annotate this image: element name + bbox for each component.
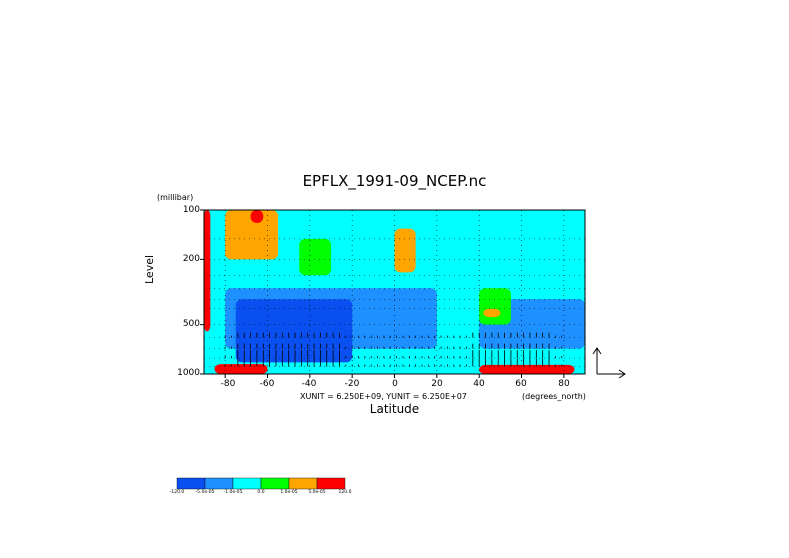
x-tick-label: -40	[301, 379, 317, 389]
y-axis-label: Level	[143, 254, 156, 284]
y-tick-label: 200	[182, 254, 200, 264]
x-units-label: (degrees_north)	[522, 392, 586, 401]
colorbar-swatch	[316, 477, 346, 490]
colorbar-swatch	[232, 477, 262, 490]
colorbar-tick-label: 5.0e-05	[308, 490, 326, 495]
colorbar-tick-label: 1.0e-05	[280, 490, 298, 495]
colorbar-swatch	[204, 477, 234, 490]
colorbar-tick-label: -5.0e-05	[195, 490, 215, 495]
heatmap-region	[214, 364, 268, 374]
x-tick-label: 20	[431, 379, 443, 389]
x-tick-label: 80	[558, 379, 570, 389]
x-tick-label: -20	[344, 379, 360, 389]
heatmap-region	[479, 364, 575, 374]
y-tick-label: 500	[182, 319, 200, 329]
colorbar-tick-label: 120.0	[338, 490, 352, 495]
heatmap-region	[299, 238, 331, 276]
heatmap-region	[483, 308, 501, 318]
y-units-label: (millibar)	[157, 193, 194, 202]
x-tick-label: -60	[259, 379, 275, 389]
x-tick-label: 0	[392, 379, 398, 389]
colorbar-tick-label: -1.0e-05	[223, 490, 243, 495]
colorbar-swatch	[176, 477, 206, 490]
flux-vectors	[224, 332, 563, 367]
x-tick-label: -80	[220, 379, 236, 389]
x-tick-label: 40	[473, 379, 485, 389]
heatmap-field	[204, 210, 585, 374]
colorbar	[176, 477, 346, 490]
colorbar-tick-label: -120.0	[169, 490, 185, 495]
heatmap-region	[235, 299, 353, 363]
y-tick-label: 100	[182, 205, 200, 215]
x-tick-label: 60	[515, 379, 527, 389]
axis-ticks	[200, 209, 565, 378]
vector-scale-label: XUNIT = 6.250E+09, YUNIT = 6.250E+07	[300, 392, 467, 401]
x-axis-label: Latitude	[369, 402, 420, 416]
heatmap-region	[250, 210, 264, 223]
colorbar-swatch	[288, 477, 318, 490]
colorbar-tick-label: 0.0	[257, 490, 265, 495]
chart-title: EPFLX_1991-09_NCEP.nc	[302, 172, 487, 190]
heatmap-region	[204, 210, 211, 332]
reference-vector-arrows	[592, 347, 626, 379]
y-tick-label: 1000	[177, 368, 200, 378]
heatmap-region	[479, 288, 511, 325]
heatmap-region	[225, 210, 279, 260]
heatmap-region	[394, 228, 416, 273]
colorbar-swatch	[260, 477, 290, 490]
